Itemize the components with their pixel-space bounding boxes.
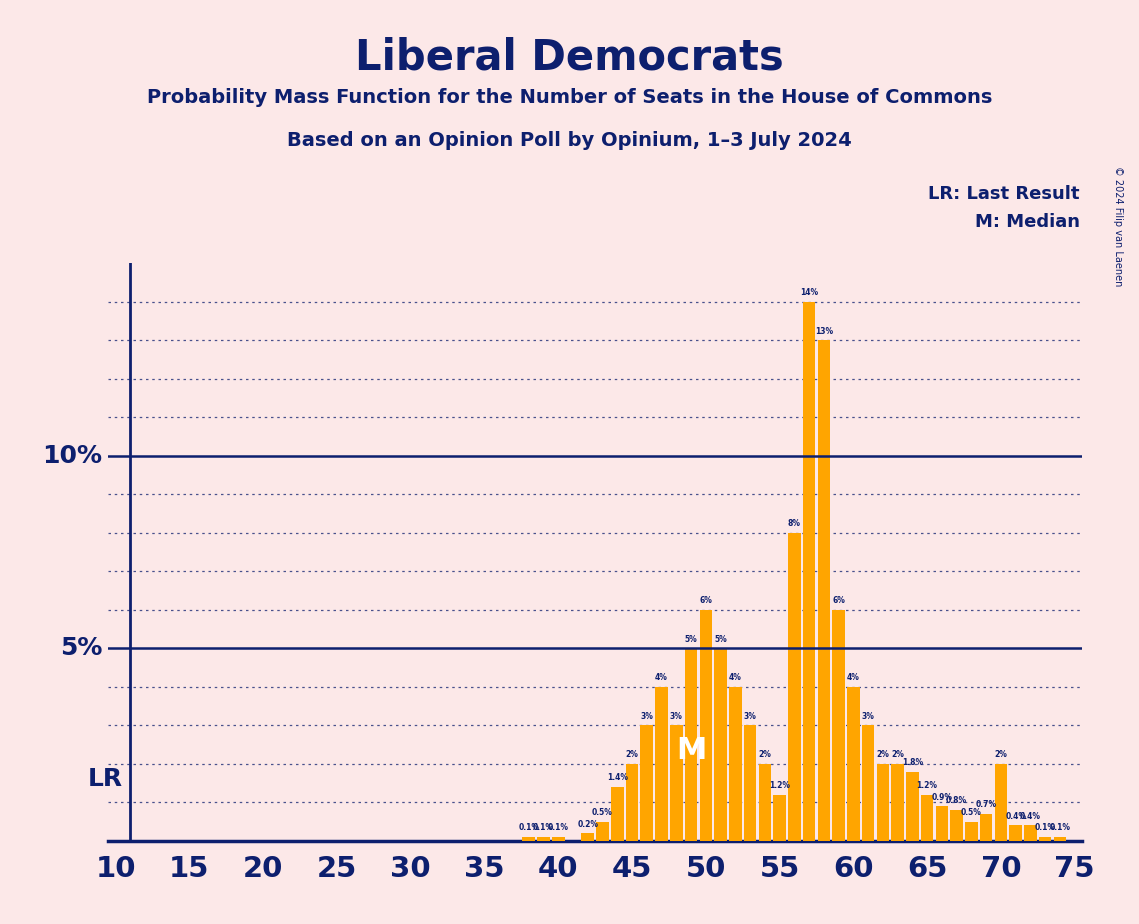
Bar: [1024, 825, 1036, 841]
Bar: [803, 302, 816, 841]
Bar: [625, 764, 638, 841]
Text: 0.1%: 0.1%: [548, 823, 568, 833]
Bar: [670, 725, 682, 841]
Text: Probability Mass Function for the Number of Seats in the House of Commons: Probability Mass Function for the Number…: [147, 88, 992, 107]
Bar: [714, 649, 727, 841]
Text: 1.4%: 1.4%: [607, 773, 628, 783]
Bar: [907, 772, 919, 841]
Text: 10%: 10%: [42, 444, 103, 468]
Text: 5%: 5%: [685, 635, 697, 644]
Text: LR: Last Result: LR: Last Result: [928, 185, 1080, 202]
Text: 2%: 2%: [891, 750, 904, 760]
Text: 0.5%: 0.5%: [592, 808, 613, 817]
Text: © 2024 Filip van Laenen: © 2024 Filip van Laenen: [1114, 166, 1123, 286]
Bar: [950, 810, 962, 841]
Text: 14%: 14%: [800, 288, 818, 298]
Text: Based on an Opinion Poll by Opinium, 1–3 July 2024: Based on an Opinion Poll by Opinium, 1–3…: [287, 131, 852, 151]
Text: 0.8%: 0.8%: [947, 796, 967, 806]
Bar: [1039, 837, 1051, 841]
Bar: [980, 814, 992, 841]
Text: 0.4%: 0.4%: [1019, 812, 1041, 821]
Text: 0.5%: 0.5%: [961, 808, 982, 817]
Text: 5%: 5%: [60, 637, 103, 661]
Bar: [744, 725, 756, 841]
Text: 6%: 6%: [699, 596, 712, 605]
Text: 0.9%: 0.9%: [932, 793, 952, 801]
Bar: [877, 764, 890, 841]
Text: 3%: 3%: [640, 711, 653, 721]
Bar: [920, 795, 933, 841]
Text: 3%: 3%: [670, 711, 682, 721]
Text: 4%: 4%: [729, 674, 741, 682]
Text: 1.2%: 1.2%: [769, 781, 790, 790]
Bar: [538, 837, 550, 841]
Bar: [596, 821, 608, 841]
Bar: [729, 687, 741, 841]
Text: 1.8%: 1.8%: [902, 758, 923, 767]
Text: M: Median: M: Median: [975, 213, 1080, 230]
Text: 3%: 3%: [744, 711, 756, 721]
Text: 4%: 4%: [847, 674, 860, 682]
Text: Liberal Democrats: Liberal Democrats: [355, 37, 784, 79]
Text: 8%: 8%: [788, 519, 801, 529]
Bar: [1009, 825, 1022, 841]
Bar: [759, 764, 771, 841]
Text: 5%: 5%: [714, 635, 727, 644]
Bar: [523, 837, 535, 841]
Text: 0.7%: 0.7%: [976, 800, 997, 809]
Text: 4%: 4%: [655, 674, 667, 682]
Bar: [582, 833, 595, 841]
Bar: [818, 340, 830, 841]
Bar: [640, 725, 653, 841]
Text: 1.2%: 1.2%: [917, 781, 937, 790]
Text: 6%: 6%: [833, 596, 845, 605]
Bar: [788, 533, 801, 841]
Bar: [862, 725, 875, 841]
Text: 13%: 13%: [814, 327, 833, 335]
Bar: [685, 649, 697, 841]
Text: 0.2%: 0.2%: [577, 820, 598, 829]
Text: 0.1%: 0.1%: [518, 823, 539, 833]
Bar: [847, 687, 860, 841]
Bar: [1054, 837, 1066, 841]
Bar: [655, 687, 667, 841]
Bar: [552, 837, 565, 841]
Text: 0.1%: 0.1%: [1034, 823, 1056, 833]
Text: 2%: 2%: [759, 750, 771, 760]
Bar: [892, 764, 904, 841]
Text: 0.4%: 0.4%: [1005, 812, 1026, 821]
Text: M: M: [675, 736, 706, 765]
Text: 0.1%: 0.1%: [1049, 823, 1071, 833]
Bar: [965, 821, 977, 841]
Text: 2%: 2%: [625, 750, 639, 760]
Bar: [833, 610, 845, 841]
Text: 0.1%: 0.1%: [533, 823, 554, 833]
Bar: [611, 787, 623, 841]
Bar: [994, 764, 1007, 841]
Bar: [699, 610, 712, 841]
Bar: [935, 806, 948, 841]
Text: 2%: 2%: [994, 750, 1007, 760]
Bar: [773, 795, 786, 841]
Text: LR: LR: [88, 767, 123, 791]
Text: 2%: 2%: [876, 750, 890, 760]
Text: 3%: 3%: [862, 711, 875, 721]
